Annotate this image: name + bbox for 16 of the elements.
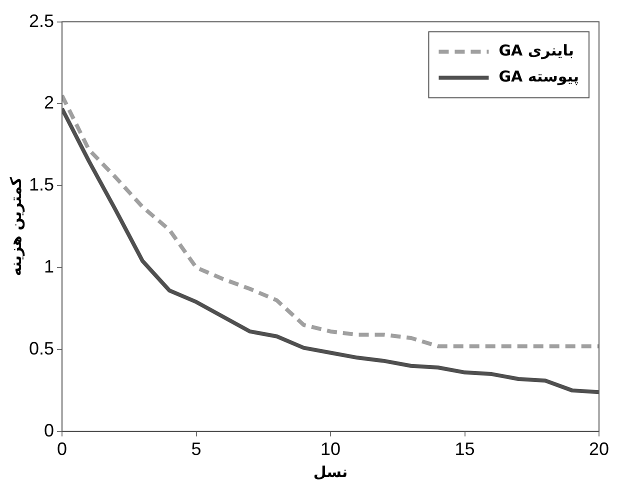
legend-label: GA باینری <box>498 42 574 60</box>
y-axis-title: کمترین هزینه <box>6 176 25 276</box>
y-tick-label: 1.5 <box>28 174 54 195</box>
x-tick-label: 10 <box>320 439 341 460</box>
y-tick-label: 0.5 <box>28 338 54 358</box>
x-axis-title: نسل <box>313 462 348 481</box>
legend-label: GA پیوسته <box>498 68 580 86</box>
x-tick-label: 5 <box>191 439 202 460</box>
x-tick-label: 15 <box>454 439 475 460</box>
y-tick-label: 1 <box>44 256 54 277</box>
x-tick-label: 20 <box>588 439 610 460</box>
y-tick-label: 0 <box>44 420 54 440</box>
line-series <box>62 94 599 348</box>
y-tick-label: 2 <box>44 92 54 113</box>
x-tick-label: 0 <box>57 439 68 460</box>
y-tick-label: 2.5 <box>28 10 54 31</box>
